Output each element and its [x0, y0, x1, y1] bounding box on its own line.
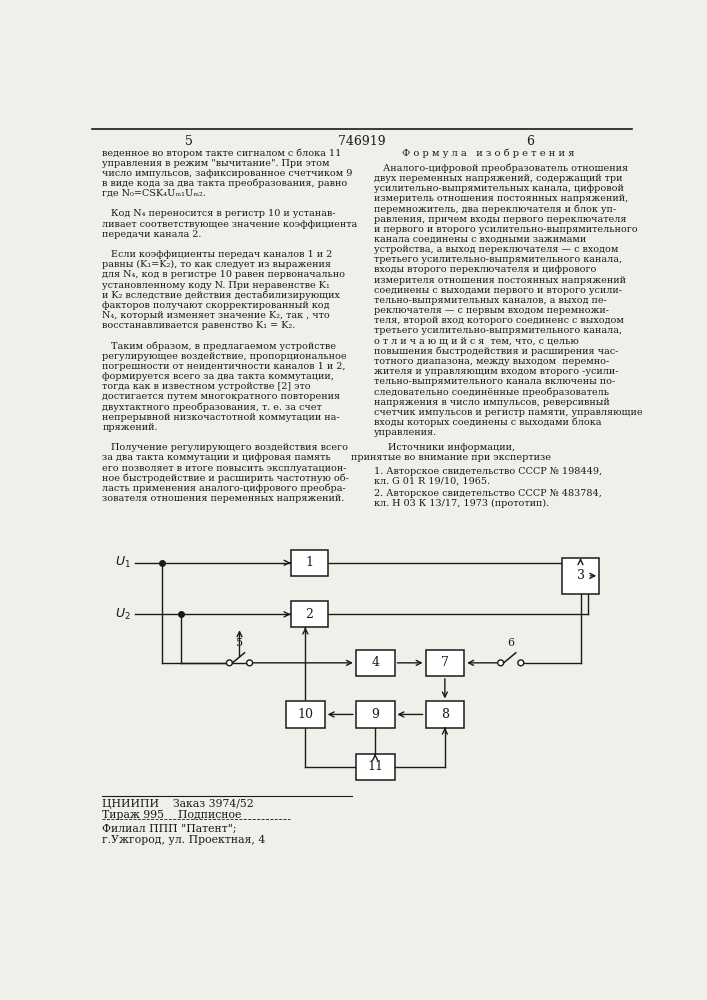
- Text: Ф о р м у л а   и з о б р е т е н и я: Ф о р м у л а и з о б р е т е н и я: [402, 148, 575, 158]
- Text: $U_1$: $U_1$: [115, 555, 131, 570]
- Text: равления, причем входы первого переключателя: равления, причем входы первого переключа…: [373, 215, 626, 224]
- Text: Код N₄ переносится в регистр 10 и устанав-: Код N₄ переносится в регистр 10 и устана…: [103, 209, 336, 218]
- Text: 3: 3: [576, 569, 585, 582]
- Text: соединены с выходами первого и второго усили-: соединены с выходами первого и второго у…: [373, 286, 621, 295]
- Circle shape: [226, 660, 233, 666]
- Bar: [426, 701, 464, 728]
- Text: 10: 10: [298, 708, 313, 721]
- Text: установленному коду N. При неравенстве K₁: установленному коду N. При неравенстве K…: [103, 281, 330, 290]
- Text: ласть применения аналого-цифрового преобра-: ласть применения аналого-цифрового преоб…: [103, 484, 346, 493]
- Text: непрерывной низкочастотной коммутации на-: непрерывной низкочастотной коммутации на…: [103, 413, 340, 422]
- Text: о т л и ч а ю щ и й с я  тем, что, с целью: о т л и ч а ю щ и й с я тем, что, с цель…: [373, 337, 578, 346]
- Text: 1. Авторское свидетельство СССР № 198449,: 1. Авторское свидетельство СССР № 198449…: [373, 467, 602, 476]
- Text: двухтактного преобразования, т. е. за счет: двухтактного преобразования, т. е. за сч…: [103, 403, 322, 412]
- Circle shape: [498, 660, 503, 666]
- Text: третьего усилительно-выпрямительного канала,: третьего усилительно-выпрямительного кан…: [373, 255, 621, 264]
- Text: тельно-выпрямительных каналов, а выход пе-: тельно-выпрямительных каналов, а выход п…: [373, 296, 607, 305]
- Text: Аналого-цифровой преобразователь отношения: Аналого-цифровой преобразователь отношен…: [373, 164, 628, 173]
- Text: счетчик импульсов и регистр памяти, управляющие: счетчик импульсов и регистр памяти, упра…: [373, 408, 642, 417]
- Text: управления в режим "вычитание". При этом: управления в режим "вычитание". При этом: [103, 159, 330, 168]
- Text: 5: 5: [185, 135, 193, 148]
- Text: 6: 6: [507, 638, 514, 648]
- Text: кл. G 01 R 19/10, 1965.: кл. G 01 R 19/10, 1965.: [373, 477, 489, 486]
- Text: 2: 2: [305, 608, 313, 621]
- Circle shape: [518, 660, 524, 666]
- Text: реключателя — с первым входом перемножи-: реключателя — с первым входом перемножи-: [373, 306, 609, 315]
- Text: измеритель отношения постоянных напряжений,: измеритель отношения постоянных напряжен…: [373, 194, 628, 203]
- Text: третьего усилительно-выпрямительного канала,: третьего усилительно-выпрямительного кан…: [373, 326, 621, 335]
- Text: измерителя отношения постоянных напряжений: измерителя отношения постоянных напряжен…: [373, 276, 626, 285]
- Text: принятые во внимание при экспертизе: принятые во внимание при экспертизе: [351, 453, 551, 462]
- Text: равны (K₁=K₂), то как следует из выражения: равны (K₁=K₂), то как следует из выражен…: [103, 260, 332, 269]
- Text: Таким образом, в предлагаемом устройстве: Таким образом, в предлагаемом устройстве: [103, 342, 337, 351]
- Text: 1: 1: [305, 556, 313, 569]
- Text: Если коэффициенты передач каналов 1 и 2: Если коэффициенты передач каналов 1 и 2: [103, 250, 332, 259]
- Text: Тираж 995    Подписное: Тираж 995 Подписное: [103, 810, 242, 820]
- Text: погрешности от неидентичности каналов 1 и 2,: погрешности от неидентичности каналов 1 …: [103, 362, 346, 371]
- Text: Источники информации,: Источники информации,: [387, 443, 515, 452]
- Text: канала соединены с входными зажимами: канала соединены с входными зажимами: [373, 235, 586, 244]
- Bar: [426, 650, 464, 676]
- Text: тотного диапазона, между выходом  перемно-: тотного диапазона, между выходом перемно…: [373, 357, 609, 366]
- Text: 5: 5: [236, 638, 243, 648]
- Text: $U_2$: $U_2$: [115, 607, 131, 622]
- Text: регулирующее воздействие, пропорциональное: регулирующее воздействие, пропорциональн…: [103, 352, 347, 361]
- Bar: [356, 650, 395, 676]
- Bar: [356, 701, 395, 728]
- Text: за два такта коммутации и цифровая память: за два такта коммутации и цифровая памят…: [103, 453, 331, 462]
- Text: 9: 9: [371, 708, 379, 721]
- Text: 7: 7: [441, 656, 449, 669]
- Text: ЦНИИПИ    Заказ 3974/52: ЦНИИПИ Заказ 3974/52: [103, 799, 254, 809]
- Bar: [562, 558, 599, 594]
- Text: 8: 8: [441, 708, 449, 721]
- Text: зователя отношения переменных напряжений.: зователя отношения переменных напряжений…: [103, 494, 344, 503]
- Text: ное быстродействие и расширить частотную об-: ное быстродействие и расширить частотную…: [103, 474, 349, 483]
- Text: следовательно соединённые преобразователь: следовательно соединённые преобразовател…: [373, 387, 609, 397]
- Text: формируется всего за два такта коммутации,: формируется всего за два такта коммутаци…: [103, 372, 334, 381]
- Text: и первого и второго усилительно-выпрямительного: и первого и второго усилительно-выпрямит…: [373, 225, 637, 234]
- Text: напряжения в число импульсов, реверсивный: напряжения в число импульсов, реверсивны…: [373, 398, 609, 407]
- Bar: [356, 754, 395, 780]
- Text: в виде кода за два такта преобразования, равно: в виде кода за два такта преобразования,…: [103, 179, 348, 188]
- Text: устройства, а выход переключателя — с входом: устройства, а выход переключателя — с вх…: [373, 245, 618, 254]
- Text: двух переменных напряжений, содержащий три: двух переменных напряжений, содержащий т…: [373, 174, 622, 183]
- Text: для N₄, код в регистре 10 равен первоначально: для N₄, код в регистре 10 равен первонач…: [103, 270, 345, 279]
- Text: кл. Н 03 К 13/17, 1973 (прототип).: кл. Н 03 К 13/17, 1973 (прототип).: [373, 499, 549, 508]
- Text: жителя и управляющим входом второго -усили-: жителя и управляющим входом второго -уси…: [373, 367, 618, 376]
- Text: Филиал ППП "Патент";: Филиал ППП "Патент";: [103, 824, 237, 834]
- Text: перемножитель, два переключателя и блок уп-: перемножитель, два переключателя и блок …: [373, 204, 616, 214]
- Text: факторов получают скорректированный код: факторов получают скорректированный код: [103, 301, 330, 310]
- Text: и K₂ вследствие действия дестабилизирующих: и K₂ вследствие действия дестабилизирующ…: [103, 291, 340, 300]
- Text: 6: 6: [526, 135, 534, 148]
- Text: пряжений.: пряжений.: [103, 423, 158, 432]
- Text: управления.: управления.: [373, 428, 437, 437]
- Bar: [291, 550, 328, 576]
- Bar: [286, 701, 325, 728]
- Circle shape: [247, 660, 252, 666]
- Text: Получение регулирующего воздействия всего: Получение регулирующего воздействия всег…: [103, 443, 349, 452]
- Text: 2. Авторское свидетельство СССР № 483784,: 2. Авторское свидетельство СССР № 483784…: [373, 489, 602, 498]
- Text: усилительно-выпрямительных канала, цифровой: усилительно-выпрямительных канала, цифро…: [373, 184, 624, 193]
- Text: повышения быстродействия и расширения час-: повышения быстродействия и расширения ча…: [373, 347, 618, 356]
- Text: входы которых соединены с выходами блока: входы которых соединены с выходами блока: [373, 418, 601, 427]
- Text: г.Ужгород, ул. Проектная, 4: г.Ужгород, ул. Проектная, 4: [103, 835, 266, 845]
- Text: 11: 11: [367, 760, 383, 773]
- Text: 746919: 746919: [338, 135, 386, 148]
- Text: ливает соответствующее значение коэффициента: ливает соответствующее значение коэффици…: [103, 220, 358, 229]
- Bar: [291, 601, 328, 627]
- Text: 4: 4: [371, 656, 379, 669]
- Text: тогда как в известном устройстве [2] это: тогда как в известном устройстве [2] это: [103, 382, 311, 391]
- Text: его позволяет в итоге повысить эксплуатацион-: его позволяет в итоге повысить эксплуата…: [103, 464, 347, 473]
- Text: N₄, который изменяет значение K₂, так , что: N₄, который изменяет значение K₂, так , …: [103, 311, 330, 320]
- Text: теля, второй вход которого соединенс с выходом: теля, второй вход которого соединенс с в…: [373, 316, 624, 325]
- Text: входы второго переключателя и цифрового: входы второго переключателя и цифрового: [373, 265, 596, 274]
- Text: веденное во втором такте сигналом с блока 11: веденное во втором такте сигналом с блок…: [103, 148, 341, 158]
- Text: передачи канала 2.: передачи канала 2.: [103, 230, 201, 239]
- Text: достигается путем многократного повторения: достигается путем многократного повторен…: [103, 392, 341, 401]
- Text: число импульсов, зафиксированное счетчиком 9: число импульсов, зафиксированное счетчик…: [103, 169, 353, 178]
- Text: тельно-выпрямительного канала включены по-: тельно-выпрямительного канала включены п…: [373, 377, 615, 386]
- Text: восстанавливается равенство K₁ = K₂.: восстанавливается равенство K₁ = K₂.: [103, 321, 296, 330]
- Text: где N₀=CSK₄Uₘ₁Uₘ₂.: где N₀=CSK₄Uₘ₁Uₘ₂.: [103, 189, 206, 198]
